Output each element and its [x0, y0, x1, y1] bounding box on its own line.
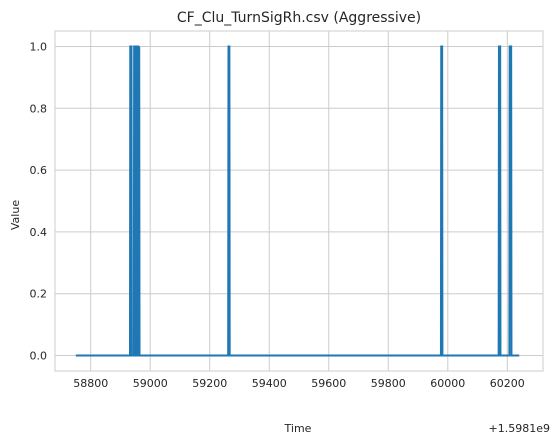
x-offset-label: +1.5981e9 [489, 422, 550, 435]
y-tick-label: 0.0 [30, 350, 48, 363]
x-tick-labels: 58800 59000 59200 59400 59600 59800 60000 60200 [73, 377, 525, 390]
x-tick-label: 59200 [192, 377, 227, 390]
x-tick-label: 59800 [371, 377, 406, 390]
x-tick-label: 60000 [430, 377, 465, 390]
y-tick-label: 0.6 [30, 164, 48, 177]
y-tick-label: 0.4 [30, 226, 48, 239]
x-axis-label: Time [284, 422, 312, 435]
chart-title: CF_Clu_TurnSigRh.csv (Aggressive) [177, 10, 421, 26]
x-tick-label: 59000 [133, 377, 168, 390]
y-tick-label: 0.8 [30, 102, 48, 115]
x-tick-label: 59600 [311, 377, 346, 390]
plot-background [55, 31, 543, 371]
x-tick-label: 59400 [252, 377, 287, 390]
y-axis-label: Value [9, 200, 22, 230]
y-tick-label: 0.2 [30, 288, 48, 301]
x-tick-label: 58800 [73, 377, 108, 390]
series-line [75, 45, 520, 357]
plot-area [54, 30, 544, 372]
x-tick-label: 60200 [490, 377, 525, 390]
y-tick-labels: 0.0 0.2 0.4 0.6 0.8 1.0 [30, 40, 48, 362]
y-tick-label: 1.0 [30, 40, 48, 53]
plot-frame [54, 30, 544, 372]
series-group [75, 45, 520, 357]
